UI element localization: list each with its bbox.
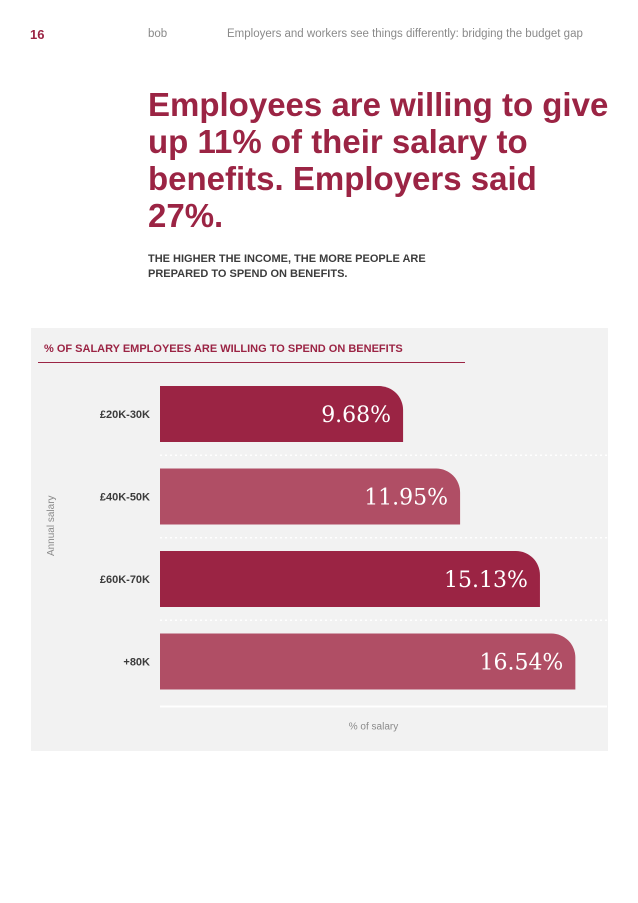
bar-value-label: 15.13% (444, 568, 528, 593)
bar-value-label: 11.95% (364, 486, 448, 511)
page-number: 16 (30, 27, 45, 42)
page-subheadline: THE HIGHER THE INCOME, THE MORE PEOPLE A… (148, 253, 426, 280)
x-axis-label: % of salary (349, 722, 398, 733)
category-label: £20K-30K (100, 409, 150, 421)
chart-title-rule (38, 362, 465, 363)
y-axis-label: Annual salary (46, 495, 57, 556)
brand-name: bob (148, 28, 168, 40)
category-label: £40K-50K (100, 492, 150, 504)
document-title: Employers and workers see things differe… (227, 28, 583, 40)
category-label: +80K (123, 657, 150, 669)
bar (160, 633, 576, 690)
bar (160, 468, 461, 525)
category-label: £60K-70K (100, 574, 150, 586)
page-headline: Employees are willing to give up 11% of … (148, 86, 609, 234)
bar-series: 9.68% £20K-30K 11.95% £40K-50K 15.13% £60K-70… (100, 386, 576, 690)
bar (160, 551, 540, 607)
bar-value-label: 16.54% (479, 651, 563, 676)
bar (160, 386, 404, 442)
chart-title: % OF SALARY EMPLOYEES ARE WILLING TO SPE… (44, 343, 403, 355)
bar-value-label: 9.68% (321, 403, 391, 428)
